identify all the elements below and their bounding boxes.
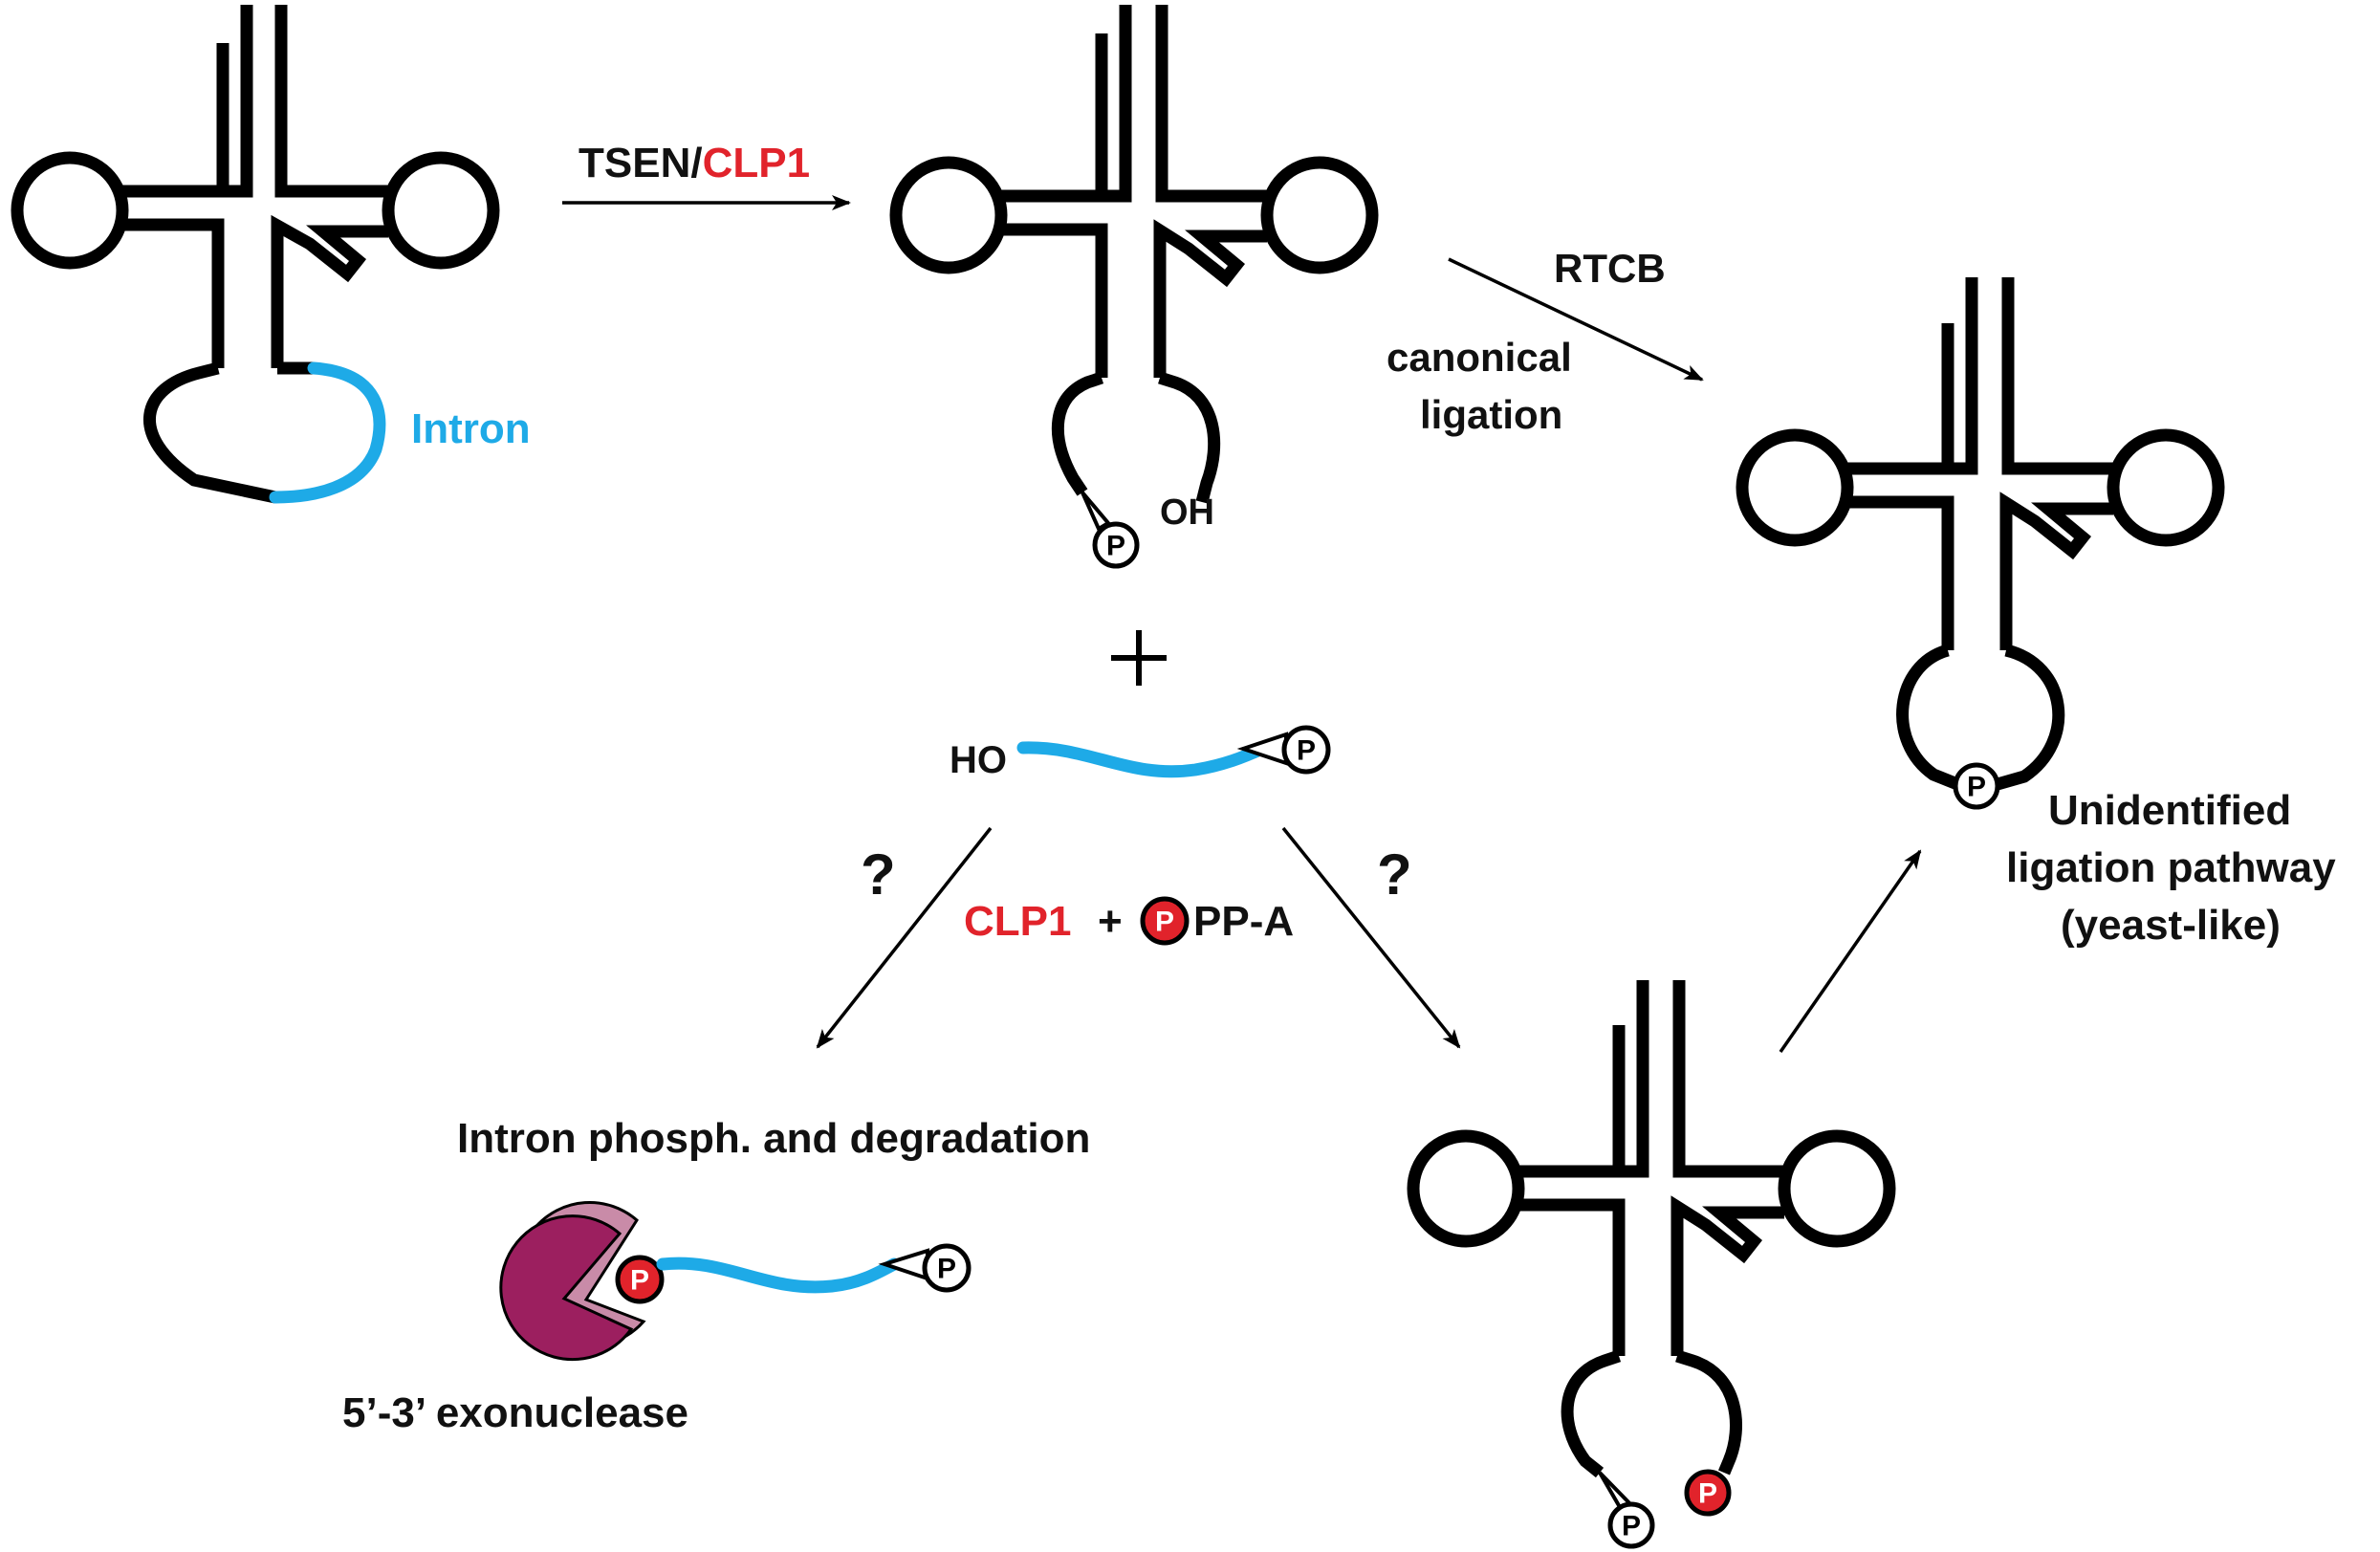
yeast-like-ligation-arrow — [1779, 849, 1922, 1053]
clp1-atp-label: CLP1 + P PP-A — [964, 896, 1294, 946]
clp1-red-text: CLP1 — [703, 140, 810, 186]
phosphate-label: P — [630, 1265, 649, 1297]
intron-degradation-label: Intron phosph. and degradation — [457, 1115, 1090, 1162]
exonuclease-label: 5’-3’ exonuclease — [342, 1389, 688, 1436]
atp-gamma-phosphate-icon — [1140, 896, 1190, 946]
rtcb-arrow — [1448, 257, 1704, 382]
five-prime-phosphate-icon — [615, 1255, 665, 1304]
ppa-label: PP-A — [1193, 898, 1294, 945]
canonical-label-1: canonical — [1387, 335, 1572, 380]
phosphate-label: P — [1698, 1478, 1717, 1510]
tsen-text: TSEN/ — [579, 140, 703, 186]
exonuclease-group: P P — [499, 1201, 972, 1362]
released-intron: HO P — [950, 725, 1331, 781]
question-mark-right: ? — [1377, 842, 1412, 907]
unidentified-line-2: ligation pathway — [2006, 844, 2336, 891]
plus-small-label: + — [1098, 898, 1123, 945]
phosphate-label: P — [1155, 907, 1174, 938]
cyclic-phosphate-icon — [1092, 521, 1140, 569]
mature-trna: P — [1736, 277, 2225, 810]
phosphorylation-arrow — [1281, 826, 1461, 1049]
degradation-arrow — [816, 826, 993, 1049]
phosphate-label: P — [1106, 531, 1125, 562]
bottom-cyclic-phosphate-icon — [1607, 1501, 1655, 1549]
intron-cyclic-phosphate-icon — [1281, 725, 1331, 775]
pre-trna — [11, 5, 500, 504]
phosphate-label: P — [1622, 1511, 1641, 1542]
oh-label: OH — [1160, 492, 1214, 533]
exonuclease-icon — [499, 1214, 634, 1362]
bottom-five-prime-phosphate-icon — [1684, 1469, 1732, 1517]
phosphate-label: P — [1297, 735, 1316, 767]
tsen-clp1-label: TSEN/CLP1 — [579, 140, 810, 186]
phosphorylated-trna: P P — [1407, 980, 1896, 1549]
canonical-label-2: ligation — [1420, 392, 1562, 437]
unidentified-line-1: Unidentified — [2048, 787, 2291, 834]
clp1-mid-label: CLP1 — [964, 898, 1071, 945]
degraded-intron-cyclic-phosphate-icon — [922, 1243, 972, 1293]
plus-sign — [1111, 630, 1167, 686]
phosphate-label: P — [1967, 772, 1986, 803]
cleaved-trna: P — [889, 5, 1379, 569]
unidentified-line-3: (yeast-like) — [2061, 902, 2281, 949]
rtcb-label: RTCB — [1554, 246, 1666, 291]
ligation-phosphate-icon — [1953, 762, 2000, 810]
question-mark-left: ? — [861, 842, 896, 907]
intron-label: Intron — [411, 405, 531, 452]
unidentified-pathway-label: Unidentified ligation pathway (yeast-lik… — [2006, 787, 2336, 949]
phosphate-label: P — [937, 1254, 956, 1285]
ho-label: HO — [950, 739, 1007, 781]
